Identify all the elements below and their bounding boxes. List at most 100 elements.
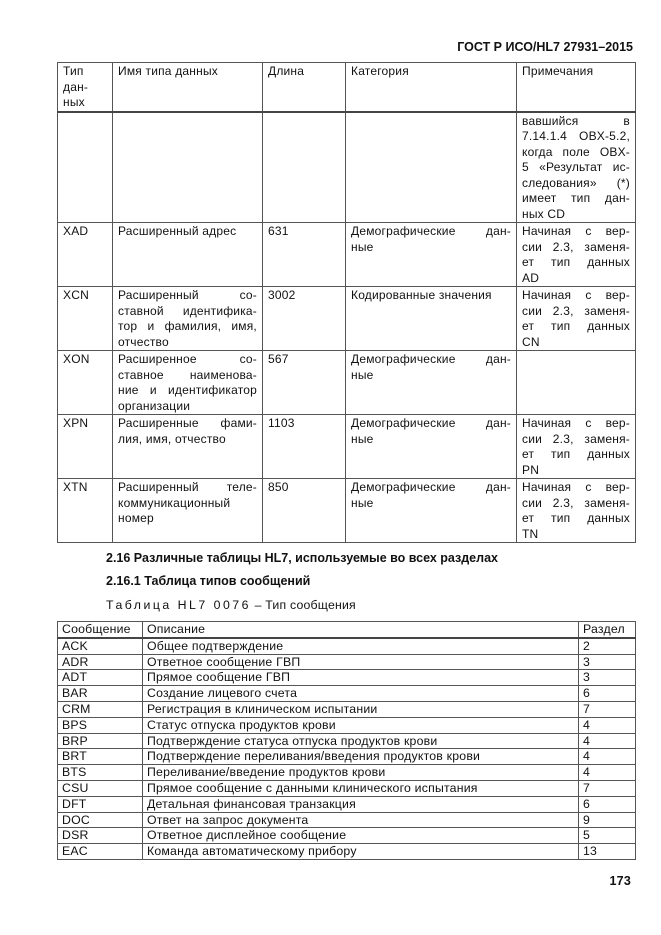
- caption-text: – Тип сообщения: [250, 598, 356, 612]
- message-code-cell: BRP: [57, 732, 143, 750]
- description-cell: Прямое сообщение с данными клинического …: [142, 779, 579, 797]
- section-cell: 5: [578, 827, 636, 845]
- word: Начиная: [522, 416, 572, 430]
- description-cell: Переливание/введение продуктов крови: [142, 764, 579, 781]
- word: данных: [587, 255, 630, 269]
- length-cell: 1103: [262, 414, 346, 479]
- type-name-cell: Расширенные фами-лия, имя, отчество: [112, 414, 263, 479]
- message-code-cell: ACK: [57, 637, 143, 655]
- type-code-cell: XON: [57, 350, 113, 415]
- cell-line: коммуникационный: [118, 495, 231, 510]
- category-cell: [345, 111, 517, 223]
- word: заменя-: [584, 239, 630, 254]
- message-code-cell: CRM: [57, 700, 143, 718]
- cell-line: ные: [351, 431, 374, 446]
- description-cell: Подтверждение переливания/введения проду…: [142, 748, 579, 766]
- word: ис-: [612, 160, 630, 174]
- word: ет: [522, 511, 535, 525]
- cell-line: лия, имя, отчество: [118, 431, 226, 446]
- word: дан-: [485, 480, 511, 494]
- type-code-cell: [57, 111, 113, 223]
- message-code-cell: ADR: [57, 653, 143, 671]
- word: вавшийся: [522, 113, 579, 128]
- word: тор: [118, 319, 138, 333]
- word: 2.3,: [552, 239, 574, 254]
- word: ет: [522, 255, 535, 269]
- message-code-cell: DFT: [57, 795, 143, 813]
- cell-line: Демографические дан-: [351, 416, 511, 432]
- category-cell: Демографические дан-ные: [345, 222, 517, 287]
- description-cell: Ответное дисплейное сообщение: [142, 827, 579, 845]
- word: ет: [522, 447, 535, 461]
- word: вер-: [605, 288, 630, 302]
- word: вер-: [605, 224, 630, 238]
- type-code-cell: XAD: [57, 222, 113, 287]
- category-cell: Кодированные значения: [345, 286, 517, 351]
- cell-line: Демографические дан-: [351, 224, 511, 240]
- type-name-cell: Расширенный адрес: [112, 222, 263, 287]
- word: Демографические: [351, 480, 456, 494]
- word: тип: [551, 255, 571, 269]
- notes-cell: Начиная с вер-сии 2.3, заменя-ет тип данных CN: [516, 286, 636, 351]
- word: имя,: [231, 319, 257, 333]
- section-cell: 3: [578, 653, 636, 671]
- table-row: DOC Ответ на запрос документа 9: [57, 811, 636, 829]
- word: Расширенный: [118, 288, 199, 302]
- message-code-cell: BAR: [57, 685, 143, 702]
- cell-line: сии 2.3, заменя-: [522, 240, 630, 256]
- cell-line: ет тип данных: [522, 511, 630, 527]
- word: данных: [587, 319, 630, 333]
- category-cell: Демографические дан-ные: [345, 350, 517, 415]
- word: 2.3,: [552, 303, 574, 318]
- cell-line: XCN: [63, 288, 89, 302]
- message-code-cell: CSU: [57, 779, 143, 797]
- cell-line: Длина: [268, 64, 305, 78]
- column-header: Сообщение: [57, 620, 143, 639]
- column-header: Имя типа данных: [112, 62, 263, 113]
- table-row: BAR Создание лицевого счета 6: [57, 685, 636, 702]
- word: тип: [551, 447, 571, 461]
- word: дан-: [604, 191, 630, 205]
- cell-line: ные: [351, 239, 374, 254]
- type-name-cell: Расширенное со-ставное наименова-ние и идент…: [112, 350, 263, 415]
- word: Расширенное: [118, 352, 197, 366]
- description-cell: Прямое сообщение ГВП: [142, 669, 579, 687]
- word: данных: [587, 447, 630, 461]
- cell-line: XAD: [63, 224, 89, 238]
- word: «Результат: [539, 160, 603, 174]
- word: дан-: [485, 352, 511, 366]
- type-name-cell: Расширенный со-ставной идентифика-тор и фами…: [112, 286, 263, 351]
- notes-cell: вавшийся в 7.14.1.4 OBX-5.2, когда поле OBX- 5 «…: [516, 111, 636, 223]
- word: Начиная: [522, 224, 572, 238]
- word: ставной: [118, 303, 164, 318]
- word: Демографические: [351, 416, 456, 430]
- length-cell: 3002: [262, 286, 346, 351]
- length-cell: 567: [262, 350, 346, 415]
- cell-line: сии 2.3, заменя-: [522, 496, 630, 512]
- description-cell: Ответ на запрос документа: [142, 811, 579, 829]
- word: фами-: [220, 416, 257, 430]
- word: вер-: [605, 480, 630, 494]
- word: и: [147, 319, 155, 333]
- column-header: Раздел: [578, 620, 636, 639]
- cell-line: Начиная с вер-: [522, 288, 630, 304]
- word: Демографические: [351, 224, 456, 238]
- section-cell: 2: [578, 637, 636, 655]
- word: с: [585, 480, 592, 494]
- message-code-cell: DSR: [57, 827, 143, 845]
- word: теле-: [226, 480, 257, 494]
- column-header: Описание: [142, 620, 579, 639]
- cell-line: Расширенные фами-: [118, 416, 257, 432]
- table-row: CSU Прямое сообщение с данными клиническо…: [57, 779, 636, 797]
- category-cell: Демографические дан-ные: [345, 478, 517, 543]
- section-cell: 7: [578, 700, 636, 718]
- table-row: BPS Статус отпуска продуктов крови 4: [57, 716, 636, 734]
- description-cell: Создание лицевого счета: [142, 685, 579, 702]
- word: с: [585, 416, 592, 430]
- word: сии: [522, 239, 543, 254]
- cell-line: 7.14.1.4 OBX-5.2,: [522, 129, 630, 145]
- word: с: [585, 224, 592, 238]
- description-cell: Общее подтверждение: [142, 637, 579, 655]
- cell-line: ет тип данных: [522, 255, 630, 271]
